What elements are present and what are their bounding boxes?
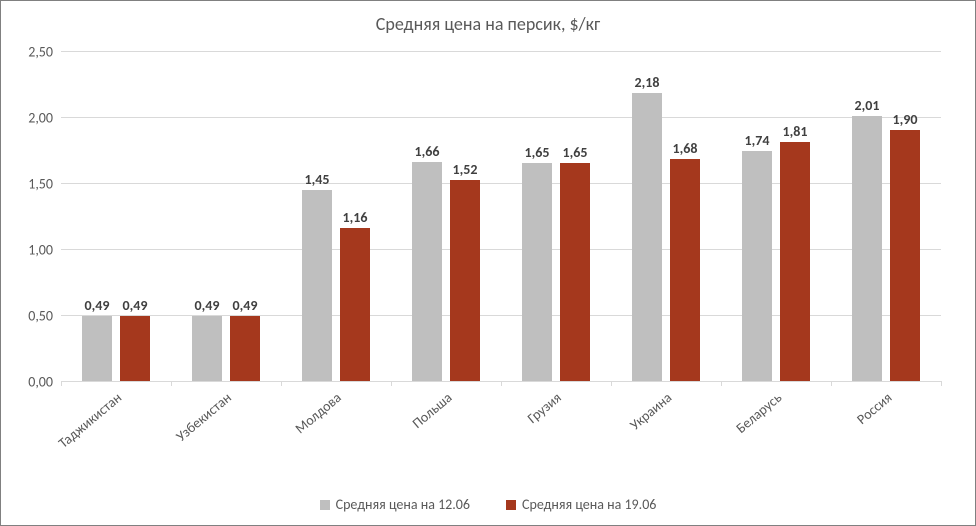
chart-title: Средняя цена на персик, $/кг [1,1,975,43]
y-tick-label: 1,50 [28,176,61,193]
plot-area: 0,000,501,001,502,002,500,490,490,490,49… [61,51,941,381]
bar: 0,49 [82,316,112,381]
x-axis-label: Россия [853,389,895,428]
bar-group: 2,18 1,68 [611,51,721,381]
bar: 1,45 [302,190,332,381]
bar-value-label: 0,49 [85,297,110,316]
bar: 1,81 [780,142,810,381]
y-tick-label: 0,50 [28,308,61,325]
bar: 1,16 [340,228,370,381]
bar-value-label: 1,52 [453,161,478,180]
bar-group: 1,66 1,52 [391,51,501,381]
bar-group: 0,490,49 [171,51,281,381]
bar-value-label: 2,18 [635,74,660,93]
bar-value-label: 1,81 [783,123,808,142]
bar-group: 1,45 1,16 [281,51,391,381]
x-axis-label: Узбекистан [173,389,235,445]
x-axis-label: Таджикистан [55,389,125,452]
bar: 1,52 [450,180,480,381]
bar-value-label: 1,65 [525,144,550,163]
bar: 2,01 [852,116,882,381]
x-axis-label: Молдова [292,389,345,437]
bar-value-label: 1,66 [415,143,440,162]
bar-group: 1,651,65 [501,51,611,381]
bar-value-label: 0,49 [123,297,148,316]
legend: Средняя цена на 12.06 Средняя цена на 19.… [1,495,975,513]
bar-value-label: 1,68 [673,140,698,159]
bar-value-label: 1,45 [305,171,330,190]
y-tick-label: 2,50 [28,44,61,61]
legend-item: Средняя цена на 19.06 [506,495,656,513]
bar: 1,74 [742,151,772,381]
bar: 1,65 [560,163,590,381]
bar: 1,66 [412,162,442,381]
bar-value-label: 1,90 [893,111,918,130]
bar-group: 2,01 1,90 [831,51,941,381]
bar-group: 0,490,49 [61,51,171,381]
bar-value-label: 1,65 [563,144,588,163]
bar: 0,49 [192,316,222,381]
x-axis-label: Польша [408,389,455,432]
x-axis-labels: ТаджикистанУзбекистанМолдоваПольшаГрузия… [61,383,941,463]
y-tick-label: 2,00 [28,110,61,127]
chart-container: Средняя цена на персик, $/кг 0,000,501,0… [0,0,976,526]
bar: 0,49 [230,316,260,381]
legend-label: Средняя цена на 19.06 [522,496,656,513]
x-axis-label: Грузия [524,389,565,427]
bar-group: 1,74 1,81 [721,51,831,381]
bar: 1,68 [670,159,700,381]
legend-swatch [506,500,516,510]
bar-value-label: 0,49 [195,297,220,316]
y-tick-label: 1,00 [28,242,61,259]
legend-label: Средняя цена на 12.06 [336,496,470,513]
x-tick [941,381,942,386]
legend-item: Средняя цена на 12.06 [320,495,470,513]
bar-value-label: 1,16 [343,209,368,228]
legend-swatch [320,500,330,510]
bar: 1,65 [522,163,552,381]
x-axis-label: Беларусь [733,389,785,437]
bar: 1,90 [890,130,920,381]
bar-value-label: 1,74 [745,132,770,151]
bar-value-label: 2,01 [855,97,880,116]
bar: 0,49 [120,316,150,381]
bar: 2,18 [632,93,662,381]
bar-value-label: 0,49 [233,297,258,316]
x-axis-label: Украина [626,389,675,434]
y-tick-label: 0,00 [28,374,61,391]
